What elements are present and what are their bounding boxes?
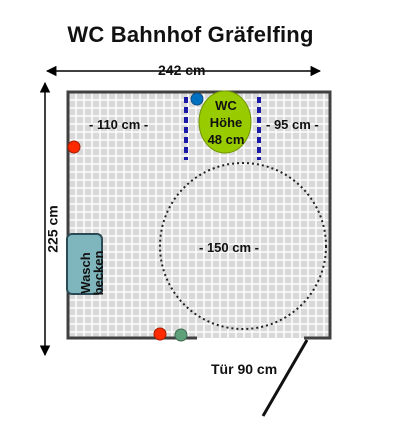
right-clearance-label: - 95 cm - xyxy=(266,117,319,132)
room-wall xyxy=(66,90,332,340)
alarm-button-left xyxy=(67,140,81,154)
door-leaf xyxy=(261,339,309,417)
height-label: 225 cm xyxy=(44,205,61,253)
sink-label: Wasch becken xyxy=(78,250,106,296)
turning-circle-label: - 150 cm - xyxy=(199,240,259,255)
light-switch xyxy=(174,328,188,342)
toilet-label-line2: Höhe xyxy=(209,115,243,130)
toilet xyxy=(198,90,252,154)
sink xyxy=(66,233,103,295)
door-label: Tür 90 cm xyxy=(211,361,278,377)
turning-circle xyxy=(159,162,327,330)
toilet-label-line1: WC xyxy=(215,98,237,113)
sink-label-line2: becken xyxy=(91,250,106,296)
toilet-label: WC Höhe 48 cm xyxy=(199,97,253,148)
toilet-label-line3: 48 cm xyxy=(207,132,245,147)
page-title: WC Bahnhof Gräfelfing xyxy=(67,22,314,47)
alarm-button-bottom xyxy=(153,327,167,341)
tiled-floor xyxy=(68,92,330,338)
width-label: 242 cm xyxy=(158,62,206,78)
flush-button xyxy=(190,92,204,106)
left-clearance-label: - 110 cm - xyxy=(89,117,149,132)
